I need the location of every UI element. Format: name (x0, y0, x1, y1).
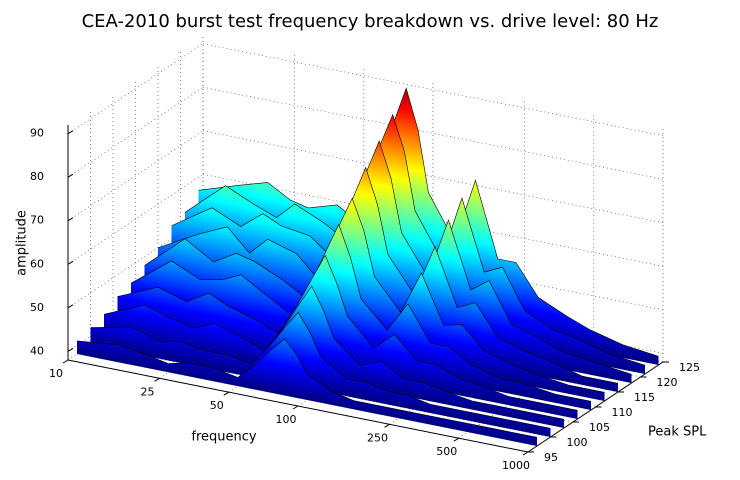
slice-fill (104, 286, 564, 428)
x-tick (453, 437, 460, 442)
x-tick-label: 1000 (502, 459, 530, 472)
y-tick-label: 95 (544, 451, 558, 464)
z-tick-label: 90 (30, 127, 44, 140)
slice-fill (90, 312, 551, 437)
x-tick (154, 377, 160, 382)
grid-line (202, 43, 664, 137)
z-tick (67, 173, 74, 178)
z-tick (67, 304, 74, 309)
slice-fill (158, 167, 618, 392)
z-tick (67, 217, 74, 222)
slice-fill (185, 114, 645, 374)
slice-line (184, 113, 646, 366)
z-tick-label: 80 (30, 170, 44, 183)
x-tick (223, 391, 230, 396)
y-axis-label: Peak SPL (648, 425, 707, 440)
z-tick-label: 50 (30, 301, 44, 314)
y-tick-label: 100 (567, 436, 588, 449)
slice-line (130, 223, 592, 402)
y-tick-label: 125 (679, 361, 700, 374)
grid-line (67, 130, 204, 222)
slice-fill (131, 224, 591, 410)
slice-line (90, 312, 551, 429)
z-tick (67, 130, 74, 135)
z-tick-label: 40 (30, 344, 44, 357)
slice-line (198, 87, 659, 357)
slice-fill (117, 255, 578, 419)
z-tick-label: 60 (30, 257, 44, 270)
grid-line (67, 86, 204, 178)
x-tick (292, 405, 299, 410)
z-axis-label: amplitude (15, 210, 30, 276)
slice-fill (144, 198, 605, 401)
slice-fill (77, 338, 537, 446)
z-tick (67, 347, 74, 352)
x-axis-label: frequency (191, 430, 257, 445)
x-tick (384, 423, 390, 428)
y-tick-label: 110 (612, 406, 633, 419)
slice-line (144, 197, 605, 393)
x-tick-label: 500 (436, 445, 457, 458)
x-tick-label: 250 (367, 431, 388, 444)
slice-line (157, 166, 619, 384)
x-tick (62, 359, 69, 364)
z-tick (67, 260, 74, 265)
chart-title: CEA-2010 burst test frequency breakdown … (82, 11, 659, 32)
slice-line (76, 338, 538, 438)
slice-line (117, 254, 578, 411)
y-tick-label: 120 (657, 376, 678, 389)
x-tick-label: 25 (141, 385, 155, 398)
y-tick-label: 115 (634, 391, 655, 404)
x-tick (522, 451, 529, 456)
slice-line (171, 140, 632, 375)
grid-line (67, 43, 204, 134)
x-tick-label: 10 (49, 367, 63, 380)
x-tick-label: 50 (210, 399, 224, 412)
grid-line (202, 86, 664, 180)
slice-fill (171, 141, 632, 383)
slice-line (103, 285, 565, 420)
y-tick-label: 105 (589, 421, 610, 434)
x-tick-label: 100 (276, 413, 297, 426)
z-tick-label: 70 (30, 214, 44, 227)
